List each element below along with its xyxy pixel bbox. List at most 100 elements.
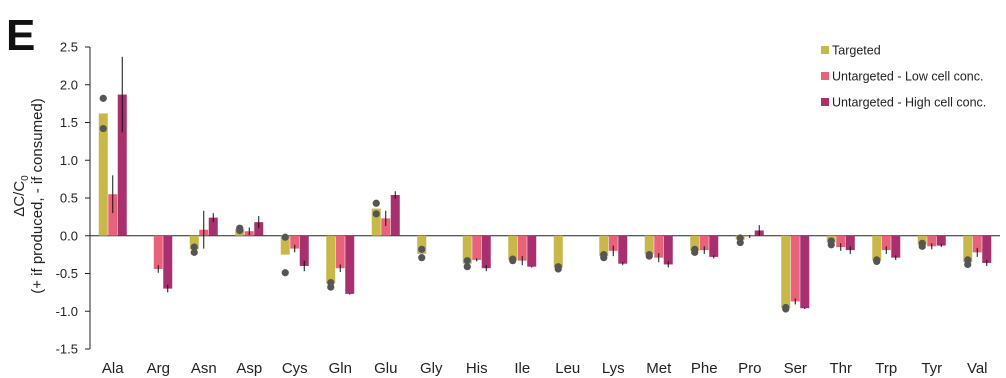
bar bbox=[108, 194, 118, 236]
bar bbox=[508, 235, 518, 260]
data-point bbox=[873, 257, 881, 266]
bar bbox=[117, 94, 127, 236]
data-point bbox=[509, 257, 517, 265]
data-point bbox=[736, 238, 744, 247]
bar bbox=[371, 208, 381, 236]
bar bbox=[963, 235, 973, 263]
x-tick-label: Pro bbox=[738, 360, 761, 377]
x-tick-label: Gln bbox=[329, 360, 352, 377]
bar bbox=[390, 194, 400, 236]
data-point bbox=[554, 265, 562, 273]
x-tick-label: Leu bbox=[555, 360, 580, 377]
x-tick-label: Ala bbox=[102, 360, 124, 377]
bar bbox=[381, 218, 391, 236]
y-tick-label: 0.0 bbox=[60, 228, 78, 243]
x-tick-label: Ile bbox=[514, 360, 530, 377]
x-tick-label: Tyr bbox=[921, 360, 942, 377]
data-point bbox=[281, 269, 289, 277]
data-point bbox=[418, 245, 426, 253]
data-point bbox=[236, 226, 244, 235]
bar bbox=[517, 235, 527, 261]
bar bbox=[163, 235, 173, 289]
bar bbox=[699, 235, 709, 251]
data-point bbox=[645, 252, 653, 260]
bar bbox=[836, 235, 846, 248]
bar bbox=[280, 235, 290, 255]
data-point bbox=[964, 260, 972, 269]
bar bbox=[462, 235, 472, 264]
data-point bbox=[372, 210, 380, 218]
x-tick-label: His bbox=[466, 360, 488, 377]
bar bbox=[417, 235, 427, 254]
bar bbox=[608, 235, 618, 251]
bar bbox=[982, 235, 992, 263]
legend-swatch bbox=[821, 72, 829, 80]
y-axis-title-main: ΔC/C0 bbox=[11, 175, 31, 217]
data-point bbox=[99, 124, 107, 133]
y-tick-label: 1.0 bbox=[60, 153, 78, 168]
x-tick-label: Ser bbox=[784, 360, 807, 377]
data-point bbox=[918, 242, 926, 250]
bar bbox=[891, 235, 901, 258]
bar bbox=[326, 235, 336, 284]
bar bbox=[98, 113, 108, 236]
data-point bbox=[281, 233, 289, 241]
data-point bbox=[372, 199, 380, 207]
bar bbox=[845, 235, 855, 251]
bar bbox=[654, 235, 664, 258]
data-point bbox=[418, 254, 426, 262]
x-tick-label: Cys bbox=[282, 360, 308, 377]
y-tick-label: -1.0 bbox=[56, 304, 78, 319]
bar bbox=[790, 235, 800, 302]
x-tick-label: Val bbox=[967, 360, 988, 377]
data-point bbox=[782, 305, 790, 313]
plot-area: -1.5 -1.0 -0.5 0.0 0.5 1.0 1.5 2.0 2.5 Ala Arg Asn A… bbox=[56, 40, 1000, 377]
panel-label: E bbox=[6, 11, 35, 60]
bar bbox=[927, 235, 937, 247]
data-point bbox=[600, 254, 608, 262]
x-tick-label: Trp bbox=[875, 360, 897, 377]
bar bbox=[254, 222, 264, 236]
bar bbox=[800, 235, 810, 309]
x-tick-label: Lys bbox=[602, 360, 625, 377]
y-axis-title-note: (+ if produced, - if consumed) bbox=[29, 98, 46, 294]
legend-swatch bbox=[821, 46, 829, 54]
data-point bbox=[463, 263, 471, 271]
data-point bbox=[190, 248, 198, 256]
bar bbox=[881, 235, 891, 251]
data-point bbox=[327, 283, 335, 291]
x-tick-label: Asn bbox=[191, 360, 217, 377]
bar bbox=[208, 217, 218, 236]
bar bbox=[527, 235, 537, 267]
x-tick-label: Glu bbox=[374, 360, 397, 377]
data-point bbox=[190, 243, 198, 251]
bar bbox=[972, 235, 982, 253]
y-tick-label: 2.5 bbox=[60, 40, 78, 55]
bar bbox=[299, 235, 309, 266]
bar bbox=[335, 235, 345, 269]
bar bbox=[345, 235, 355, 294]
y-tick-label: -1.5 bbox=[56, 342, 78, 357]
bar bbox=[618, 235, 628, 264]
bar bbox=[709, 235, 719, 257]
data-point bbox=[463, 257, 471, 265]
data-point bbox=[99, 94, 107, 102]
legend-label: Targeted bbox=[832, 44, 881, 58]
data-point bbox=[691, 248, 699, 256]
bar bbox=[290, 235, 300, 249]
bar bbox=[644, 235, 654, 254]
y-axis-title: ΔC/C0 (+ if produced, - if consumed) bbox=[11, 98, 46, 294]
bar bbox=[153, 235, 163, 269]
bar bbox=[553, 235, 563, 268]
x-tick-label: Met bbox=[646, 360, 672, 377]
data-point bbox=[827, 241, 835, 249]
bar bbox=[472, 235, 482, 260]
bar bbox=[599, 235, 609, 257]
bar bbox=[872, 235, 882, 261]
x-tick-label: Asp bbox=[236, 360, 262, 377]
legend: Targeted Untargeted - Low cell conc. Untar… bbox=[821, 44, 986, 110]
y-axis-title-subscript: 0 bbox=[20, 175, 31, 181]
bar bbox=[936, 235, 946, 246]
x-tick-label: Thr bbox=[830, 360, 853, 377]
y-axis-title-symbol: ΔC/C bbox=[11, 181, 28, 217]
